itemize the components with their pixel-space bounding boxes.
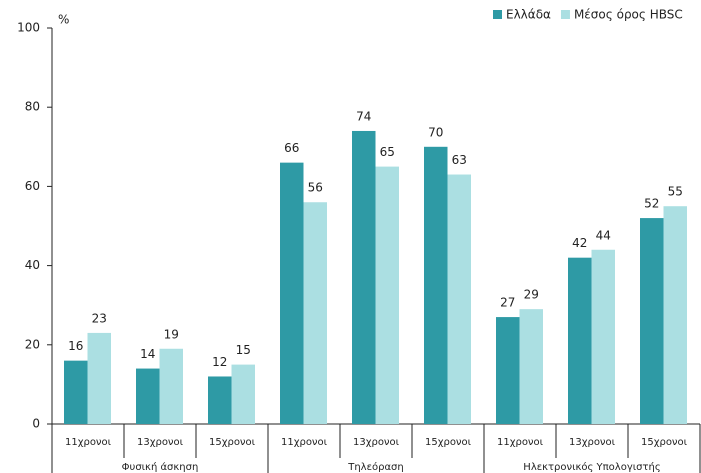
x-tick-label: 13χρονοι bbox=[569, 437, 616, 448]
bar bbox=[447, 174, 471, 424]
data-label: 14 bbox=[140, 347, 155, 361]
group-label: Φυσική άσκηση bbox=[122, 461, 199, 473]
legend-swatch bbox=[560, 10, 570, 19]
y-tick-label: 0 bbox=[32, 417, 40, 431]
bar bbox=[280, 162, 304, 424]
legend-label: Μέσος όρος HBSC bbox=[574, 8, 683, 22]
x-tick-label: 15χρονοι bbox=[425, 437, 472, 448]
data-label: 56 bbox=[308, 181, 323, 195]
bar bbox=[303, 202, 327, 424]
data-label: 29 bbox=[524, 288, 539, 302]
data-label: 42 bbox=[572, 236, 587, 250]
bar bbox=[375, 166, 399, 424]
bar bbox=[663, 206, 687, 424]
y-unit: % bbox=[58, 13, 69, 27]
bar bbox=[208, 376, 232, 424]
bar bbox=[64, 360, 88, 424]
x-tick-label: 11χρονοι bbox=[497, 437, 544, 448]
data-label: 74 bbox=[356, 109, 371, 123]
bar bbox=[159, 348, 183, 424]
bar bbox=[136, 368, 160, 424]
group-label: Τηλεόραση bbox=[347, 461, 404, 473]
data-label: 70 bbox=[428, 125, 443, 139]
data-label: 15 bbox=[236, 343, 251, 357]
y-tick-label: 40 bbox=[25, 258, 40, 272]
bar bbox=[231, 364, 255, 424]
data-label: 19 bbox=[164, 327, 179, 341]
x-tick-label: 13χρονοι bbox=[137, 437, 184, 448]
y-tick-label: 80 bbox=[25, 100, 40, 114]
data-label: 44 bbox=[596, 228, 611, 242]
bar bbox=[591, 249, 615, 424]
bar bbox=[640, 218, 664, 424]
y-tick-label: 60 bbox=[25, 179, 40, 193]
x-tick-label: 11χρονοι bbox=[281, 437, 328, 448]
x-tick-label: 15χρονοι bbox=[641, 437, 688, 448]
y-tick-label: 100 bbox=[17, 21, 40, 35]
bar bbox=[352, 130, 376, 424]
legend-swatch bbox=[493, 10, 502, 19]
data-label: 16 bbox=[68, 339, 83, 353]
data-label: 65 bbox=[380, 145, 395, 159]
data-label: 12 bbox=[212, 355, 227, 369]
data-label: 66 bbox=[284, 141, 299, 155]
data-label: 52 bbox=[644, 197, 659, 211]
bar bbox=[568, 257, 592, 424]
bar bbox=[519, 309, 543, 424]
x-tick-label: 15χρονοι bbox=[209, 437, 256, 448]
data-label: 55 bbox=[668, 185, 683, 199]
bar bbox=[87, 332, 111, 424]
x-tick-label: 11χρονοι bbox=[65, 437, 112, 448]
y-tick-label: 20 bbox=[25, 337, 40, 351]
bar bbox=[496, 317, 520, 424]
data-label: 63 bbox=[452, 153, 467, 167]
data-label: 23 bbox=[92, 311, 107, 325]
bar bbox=[424, 146, 448, 425]
legend-label: Ελλάδα bbox=[506, 8, 551, 22]
group-label: Ηλεκτρονικός Υπολογιστής bbox=[523, 461, 660, 473]
data-label: 27 bbox=[500, 296, 515, 310]
x-tick-label: 13χρονοι bbox=[353, 437, 400, 448]
